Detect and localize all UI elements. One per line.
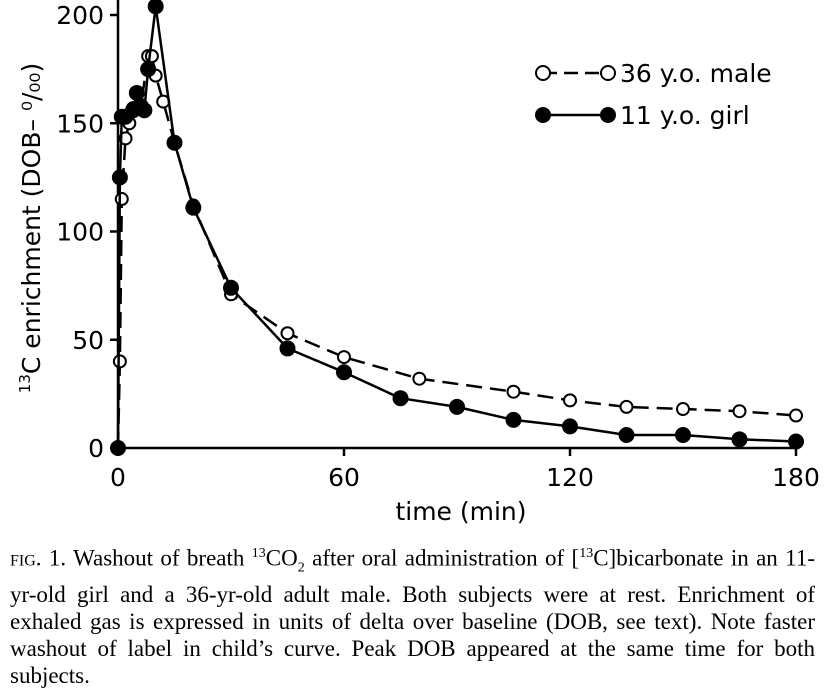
data-point [619,399,634,414]
x-tick-label: 0 [110,463,126,492]
figure-caption: fig. 1. Washout of breath 13CO2 after or… [10,540,815,689]
y-axis-title: 13C enrichment (DOB– ⁰/₀₀) [16,63,46,393]
data-point [788,433,804,450]
y-tick-label: 150 [56,109,104,138]
data-point [392,390,409,407]
series-girl [110,0,804,456]
caption-sub-1: 2 [297,560,305,576]
data-point [449,398,465,415]
data-point [140,61,157,78]
data-point [147,0,164,15]
x-tick-label: 120 [546,463,594,492]
legend-marker [600,65,616,81]
data-point [506,384,521,399]
y-axis-title-superscript: 13 [16,374,34,393]
data-point [563,393,577,408]
data-point [166,134,183,151]
data-point [618,427,635,444]
series-layer [110,0,804,456]
data-point [412,371,427,386]
caption-text-2: CO [265,545,298,571]
data-point [336,364,352,381]
data-point [110,440,126,456]
y-axis-title-text: C enrichment (DOB– ⁰/₀₀) [17,63,46,374]
data-point [136,102,153,119]
x-tick-label: 60 [328,463,360,492]
data-point [111,169,128,186]
caption-text-3: after oral administration of [ [304,545,580,571]
legend: 36 y.o. male 11 y.o. girl [535,59,772,130]
data-point [223,279,239,296]
y-tick-label: 200 [56,1,104,30]
caption-sup-1: 13 [251,546,266,561]
ticks: 0 60 120 180 0 50 100 150 200 [56,1,820,492]
data-point [280,326,295,341]
caption-text-1: Washout of breath [66,545,252,571]
data-point [118,131,133,146]
data-point [676,402,690,417]
data-point [562,418,578,435]
y-tick-label: 50 [72,326,104,355]
legend-label: 36 y.o. male [620,59,772,88]
legend-marker [535,65,551,81]
data-point [279,340,296,357]
chart-container: 0 60 120 180 0 50 100 150 200 36 y.o. male 11 y.o… [16,0,820,526]
data-point [675,427,691,444]
caption-sup-2: 13 [579,546,594,561]
legend-label: 11 y.o. girl [620,101,750,130]
y-tick-label: 100 [56,218,104,247]
data-point [731,431,748,448]
data-point [144,49,159,64]
legend-marker [535,107,551,123]
washout-chart: 0 60 120 180 0 50 100 150 200 36 y.o. male 11 y.o… [16,0,820,526]
y-tick-label: 0 [88,434,104,463]
data-point [337,350,351,365]
x-axis-title: time (min) [395,497,526,526]
legend-marker [600,107,616,123]
data-point [505,411,522,428]
data-point [185,199,202,216]
data-point [732,404,747,419]
caption-lead: fig. 1. [10,545,67,571]
data-point [789,408,803,423]
caption-text-4: C]bicarbonate in an 11-yr-old girl and a… [10,545,815,689]
data-point [114,192,129,207]
x-tick-label: 180 [772,463,820,492]
data-point [128,84,145,101]
